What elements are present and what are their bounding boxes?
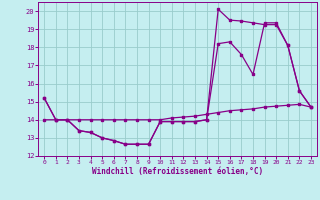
X-axis label: Windchill (Refroidissement éolien,°C): Windchill (Refroidissement éolien,°C) <box>92 167 263 176</box>
